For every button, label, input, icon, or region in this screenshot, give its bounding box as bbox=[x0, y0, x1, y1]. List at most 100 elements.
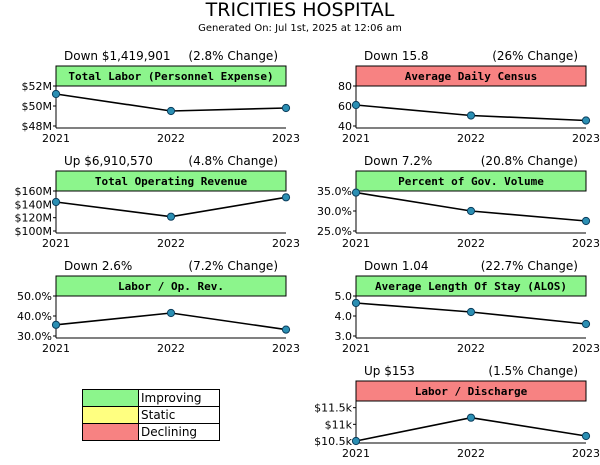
data-point bbox=[166, 212, 176, 221]
series-line bbox=[355, 191, 587, 222]
data-point bbox=[166, 106, 176, 116]
x-tick-label: 2021 bbox=[342, 342, 370, 355]
data-point bbox=[466, 206, 476, 216]
x-tick-label: 2021 bbox=[42, 237, 70, 250]
percent-change-text: (4.8% Change) bbox=[188, 154, 278, 168]
change-text: Down $1,419,901 bbox=[64, 49, 171, 63]
data-point bbox=[51, 320, 61, 329]
chart-title: Percent of Gov. Volume bbox=[398, 175, 544, 188]
chart-title: Labor / Discharge bbox=[415, 385, 528, 398]
chart-title: Average Daily Census bbox=[405, 70, 537, 83]
generated-timestamp: Generated On: Jul 1st, 2025 at 12:06 am bbox=[198, 23, 402, 34]
change-text: Up $6,910,570 bbox=[64, 154, 153, 168]
x-tick-label: 2023 bbox=[572, 237, 600, 250]
x-tick-label: 2023 bbox=[572, 447, 600, 460]
x-tick-label: 2022 bbox=[457, 447, 485, 460]
change-text: Down 1.04 bbox=[364, 259, 429, 273]
y-tick-label: 50.0% bbox=[17, 290, 52, 303]
y-tick-label: $120M bbox=[15, 212, 53, 225]
change-text: Down 15.8 bbox=[364, 49, 429, 63]
y-tick-label: $11k bbox=[325, 418, 353, 431]
x-tick-label: 2023 bbox=[272, 237, 300, 250]
y-tick-label: $100M bbox=[15, 225, 53, 238]
chart-panel: Down 15.8 (26% Change) Average Daily Censu… bbox=[338, 49, 600, 145]
change-text: Up $153 bbox=[364, 364, 415, 378]
y-tick-label: 4.0 bbox=[335, 310, 353, 323]
x-tick-label: 2023 bbox=[272, 342, 300, 355]
y-tick-label: $140M bbox=[15, 198, 53, 211]
legend-label-improving: Improving bbox=[138, 389, 220, 407]
data-point bbox=[351, 188, 361, 197]
change-text: Down 7.2% bbox=[364, 154, 432, 168]
data-point bbox=[351, 436, 361, 446]
chart-title: Total Labor (Personnel Expense) bbox=[68, 70, 273, 83]
chart-title-box bbox=[355, 170, 587, 192]
x-tick-label: 2023 bbox=[272, 132, 300, 145]
y-tick-label: $11.5k bbox=[314, 402, 352, 415]
x-tick-label: 2021 bbox=[342, 132, 370, 145]
chart-title: Average Length Of Stay (ALOS) bbox=[375, 280, 567, 293]
chart-panel: Up $6,910,570 (4.8% Change) Total Operatin… bbox=[15, 154, 301, 250]
chart-title-box bbox=[55, 170, 287, 192]
y-tick-label: 60 bbox=[338, 100, 352, 113]
data-point bbox=[166, 308, 176, 318]
x-tick-label: 2022 bbox=[157, 132, 185, 145]
data-point bbox=[581, 216, 591, 226]
x-tick-label: 2022 bbox=[157, 342, 185, 355]
data-point bbox=[281, 193, 291, 202]
x-tick-label: 2022 bbox=[457, 342, 485, 355]
y-tick-label: 25.0% bbox=[317, 225, 352, 238]
legend-row-improving: Improving bbox=[82, 389, 220, 407]
chart-panel: Down $1,419,901 (2.8% Change) Total Labor … bbox=[22, 49, 301, 145]
percent-change-text: (2.8% Change) bbox=[188, 49, 278, 63]
chart-title-box bbox=[355, 380, 587, 402]
data-point bbox=[51, 89, 61, 99]
legend-label-static: Static bbox=[138, 406, 220, 424]
legend-swatch-improving bbox=[82, 389, 139, 407]
y-tick-label: $50M bbox=[22, 100, 53, 113]
data-point bbox=[581, 116, 591, 125]
y-tick-label: 30.0% bbox=[317, 205, 352, 218]
chart-title: Total Operating Revenue bbox=[95, 175, 248, 188]
data-point bbox=[351, 298, 361, 308]
chart-title: Labor / Op. Rev. bbox=[118, 280, 224, 293]
chart-panel: Up $153 (1.5% Change) Labor / Discharge $10… bbox=[314, 364, 600, 460]
y-tick-label: 3.0 bbox=[335, 330, 353, 343]
x-tick-label: 2022 bbox=[457, 237, 485, 250]
percent-change-text: (20.8% Change) bbox=[481, 154, 578, 168]
data-point bbox=[351, 100, 361, 110]
x-tick-label: 2022 bbox=[157, 237, 185, 250]
legend-row-static: Static bbox=[82, 406, 220, 424]
x-tick-label: 2023 bbox=[572, 342, 600, 355]
chart-title-box bbox=[355, 275, 587, 297]
change-text: Down 2.6% bbox=[64, 259, 132, 273]
chart-panel: Down 7.2% (20.8% Change) Percent of Gov. V… bbox=[317, 154, 600, 250]
y-tick-label: 40.0% bbox=[17, 310, 52, 323]
y-tick-label: $52M bbox=[22, 80, 53, 93]
y-tick-label: $160M bbox=[15, 185, 53, 198]
legend-label-declining: Declining bbox=[138, 423, 220, 441]
data-point bbox=[466, 413, 476, 422]
legend: Improving Static Declining bbox=[82, 389, 220, 441]
y-tick-label: $10.5k bbox=[314, 435, 352, 448]
percent-change-text: (1.5% Change) bbox=[488, 364, 578, 378]
y-tick-label: 30.0% bbox=[17, 330, 52, 343]
y-tick-label: 35.0% bbox=[317, 185, 352, 198]
percent-change-text: (22.7% Change) bbox=[481, 259, 578, 273]
data-point bbox=[466, 307, 476, 317]
data-point bbox=[281, 325, 291, 334]
data-point bbox=[466, 111, 476, 120]
percent-change-text: (26% Change) bbox=[492, 49, 578, 63]
y-tick-label: $48M bbox=[22, 120, 53, 133]
legend-swatch-static bbox=[82, 406, 139, 424]
x-tick-label: 2021 bbox=[42, 132, 70, 145]
y-tick-label: 40 bbox=[338, 120, 352, 133]
chart-title-box bbox=[355, 65, 587, 87]
legend-swatch-declining bbox=[82, 423, 139, 441]
y-tick-label: 80 bbox=[338, 80, 352, 93]
x-tick-label: 2021 bbox=[342, 447, 370, 460]
y-tick-label: 5.0 bbox=[335, 290, 353, 303]
chart-title-box bbox=[55, 65, 287, 87]
data-point bbox=[51, 197, 61, 207]
